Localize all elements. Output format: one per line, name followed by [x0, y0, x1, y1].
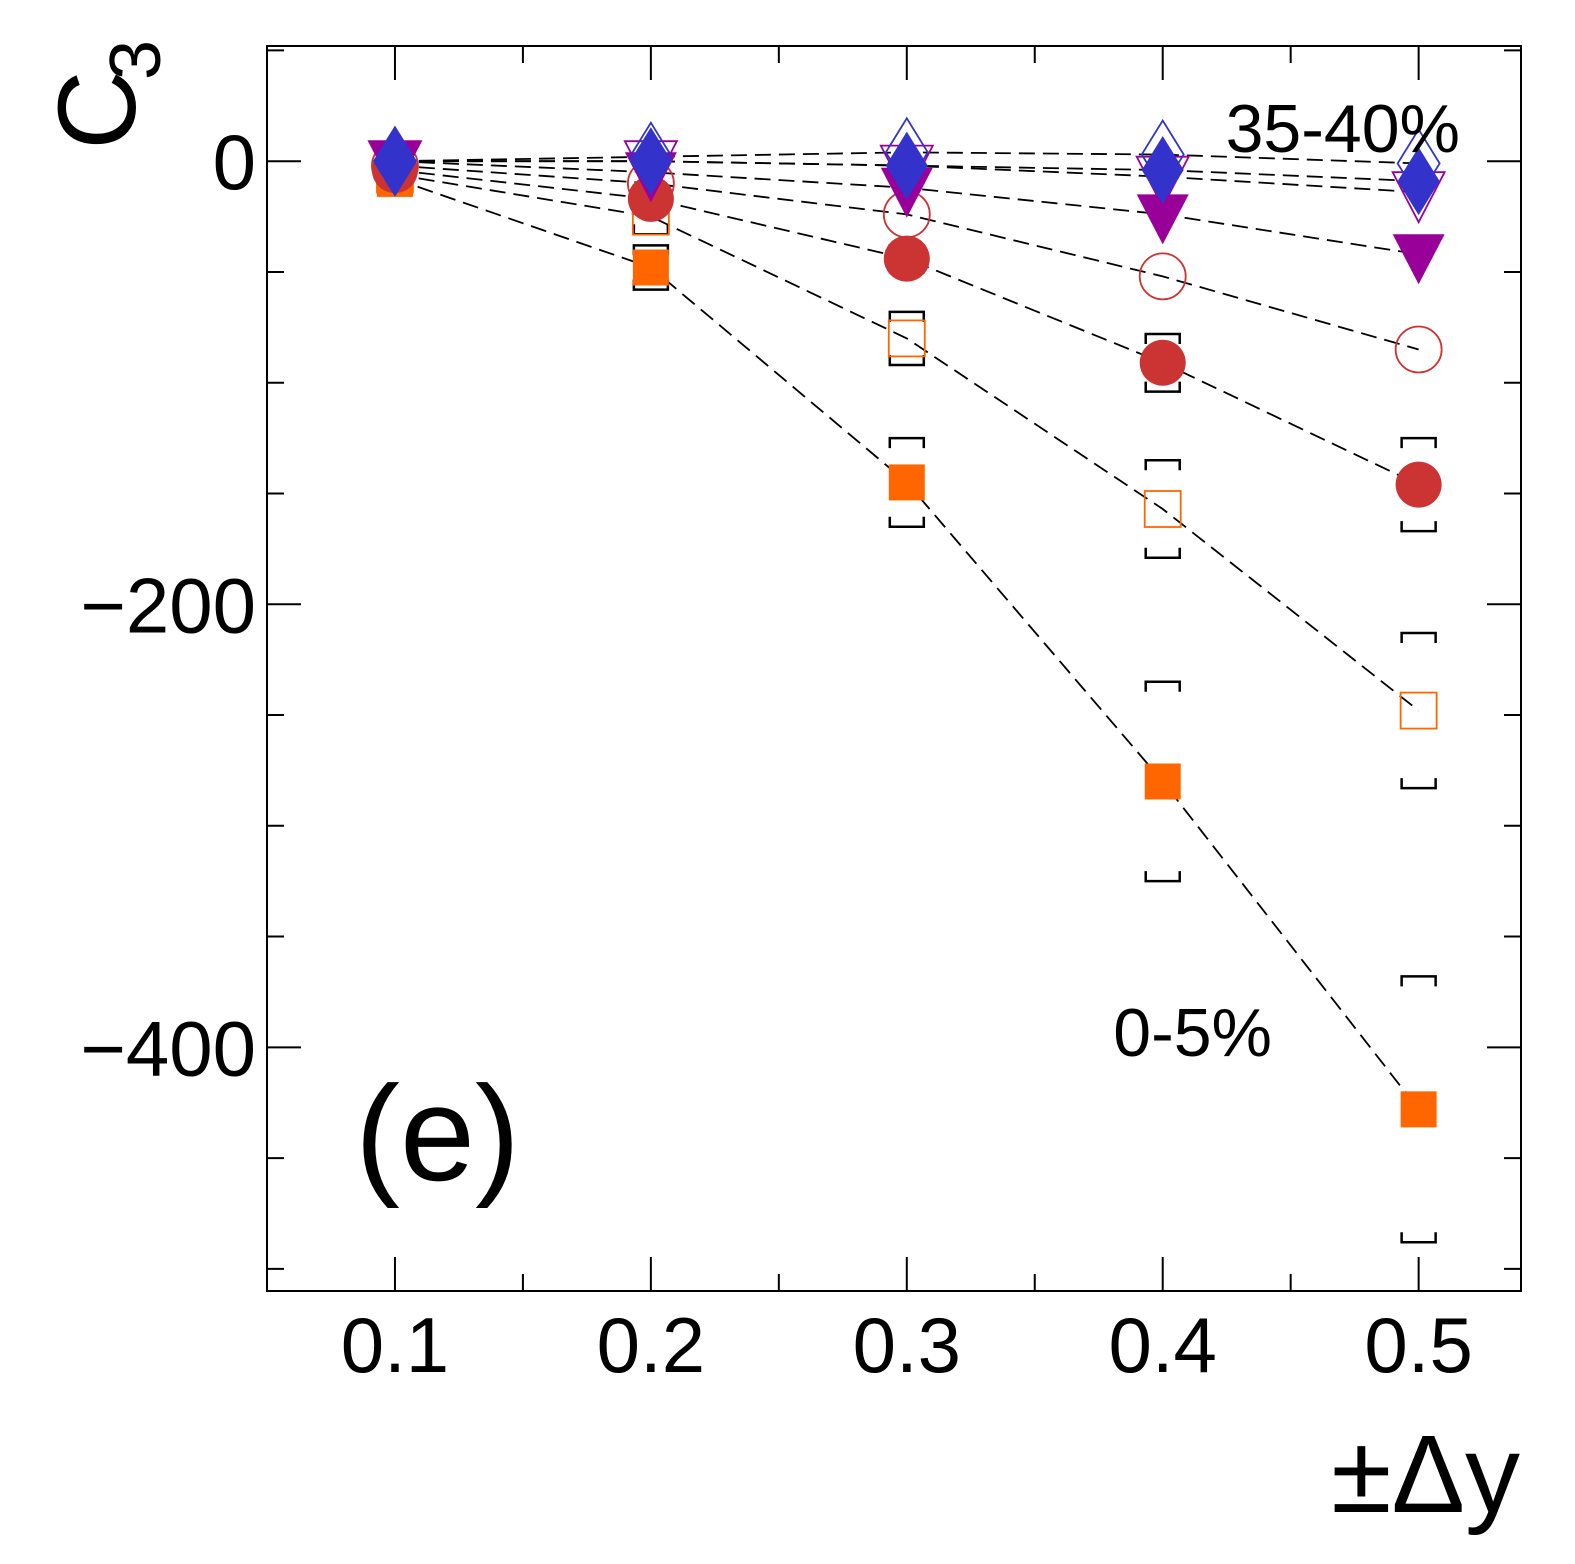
data-point-diamond — [629, 127, 672, 196]
data-point-circle — [1138, 252, 1187, 301]
data-point-circle — [883, 235, 930, 282]
series-line — [394, 178, 1420, 1110]
data-point-triangle — [1136, 194, 1189, 245]
series-lines — [394, 151, 1420, 1110]
data-point-square — [887, 319, 926, 358]
annotation-centrality-top: 35-40% — [1226, 91, 1460, 167]
data-point-circle — [1139, 339, 1186, 386]
data-point-diamond — [1397, 147, 1440, 216]
sys-bracket — [1400, 631, 1437, 790]
data-points — [367, 116, 1447, 1128]
sys-bracket — [888, 310, 926, 367]
systematic-brackets — [376, 162, 1437, 1244]
annotation-centrality-bottom: 0-5% — [1113, 995, 1272, 1071]
text-labels: C 3 ±Δy (e) 35-40% 0-5% 0.1 0.2 0.3 0.4 0.5 0… — [36, 40, 1520, 1536]
data-point-diamond — [885, 131, 928, 200]
x-tick-label: 0.1 — [341, 1301, 449, 1389]
panel-label: (e) — [355, 1058, 520, 1209]
sys-bracket — [1400, 436, 1437, 533]
data-point-diamond — [1141, 136, 1184, 205]
sys-bracket — [1144, 680, 1181, 883]
series-line — [394, 169, 1420, 486]
y-tick-label: −200 — [80, 561, 256, 649]
data-point-circle — [1394, 325, 1443, 374]
data-point-diamond — [373, 127, 416, 196]
data-point-square — [1399, 691, 1438, 730]
x-tick-label: 0.5 — [1364, 1301, 1472, 1389]
x-tick-label: 0.4 — [1108, 1301, 1216, 1389]
y-axis-label-subscript: 3 — [96, 40, 176, 80]
sys-bracket — [1144, 332, 1181, 393]
data-point-square — [1144, 763, 1181, 800]
y-axis-label: C — [36, 70, 159, 149]
plot-frame-group — [266, 45, 1522, 1292]
y-tick-label: −400 — [80, 1004, 256, 1092]
sys-bracket — [1144, 459, 1181, 559]
data-point-square — [888, 464, 925, 501]
data-point-square — [1400, 1091, 1437, 1128]
data-point-triangle — [1392, 234, 1445, 285]
axis-ticks — [266, 46, 1521, 1291]
series-line — [394, 173, 1420, 712]
x-tick-label: 0.2 — [597, 1301, 705, 1389]
y-tick-label: 0 — [213, 118, 256, 206]
x-tick-label: 0.3 — [853, 1301, 961, 1389]
plot-frame — [266, 45, 1522, 1292]
x-axis-label: ±Δy — [1331, 1413, 1520, 1536]
sys-bracket — [1400, 975, 1437, 1244]
data-point-square — [1143, 490, 1182, 528]
data-point-circle — [1395, 461, 1442, 508]
sys-bracket — [888, 436, 926, 528]
data-point-square — [632, 249, 669, 286]
